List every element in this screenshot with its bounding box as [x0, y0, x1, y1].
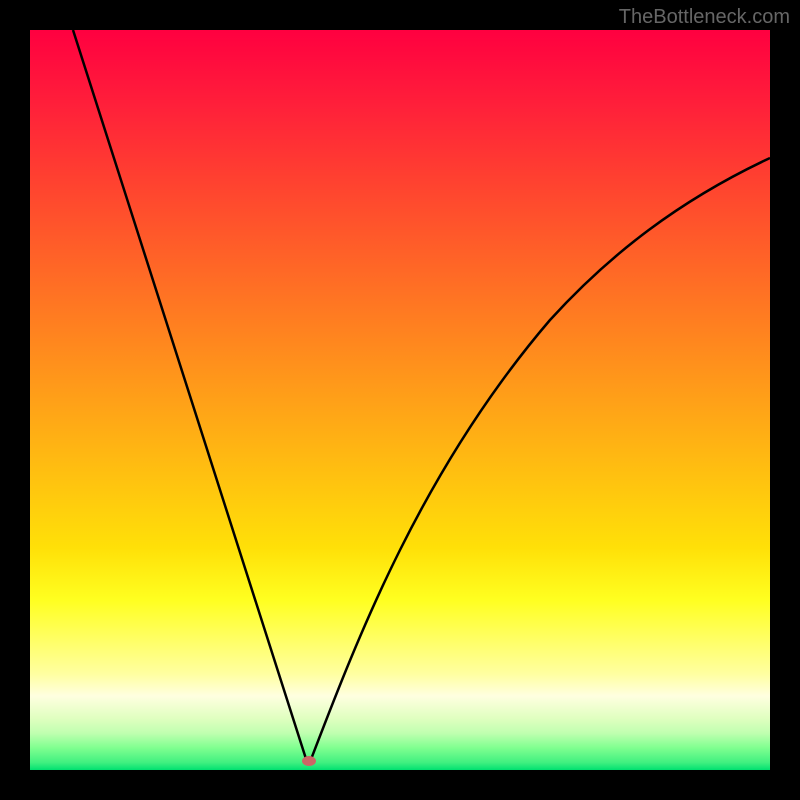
watermark-text: TheBottleneck.com — [619, 6, 790, 29]
plot-area — [30, 30, 770, 770]
chart-container: TheBottleneck.com — [0, 0, 800, 800]
curve-layer — [30, 30, 770, 770]
bottleneck-curve — [73, 30, 770, 762]
optimum-marker — [302, 756, 316, 766]
